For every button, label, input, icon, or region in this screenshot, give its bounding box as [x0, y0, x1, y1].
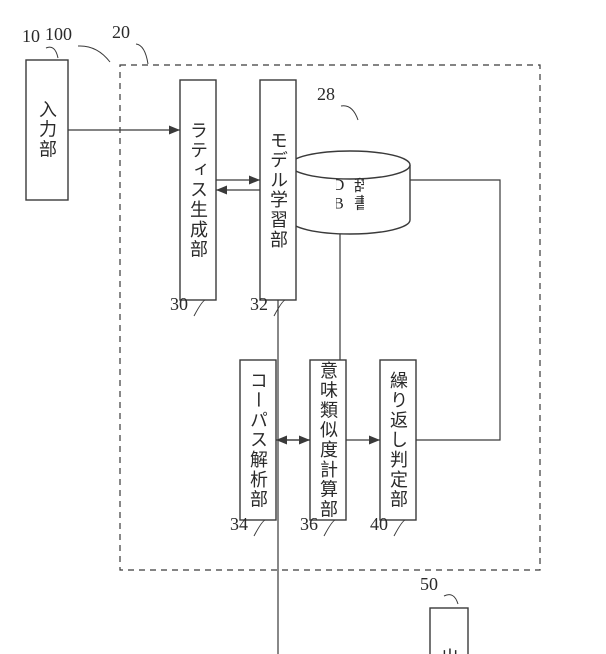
dictionary-db-leader	[341, 106, 358, 120]
frame-refnum: 20	[112, 22, 130, 42]
lattice-refnum: 30	[170, 294, 188, 314]
dictionary-db-refnum: 28	[317, 84, 335, 104]
system-refnum: 100	[45, 24, 72, 44]
input-leader	[46, 47, 58, 58]
lattice-label: ラティス生成部	[180, 80, 216, 300]
model-refnum: 32	[250, 294, 268, 314]
sim-leader	[324, 520, 336, 536]
sim-box: 意味類似度計算部	[310, 360, 346, 520]
output-leader	[444, 595, 458, 604]
output-label: 出力部	[430, 608, 468, 654]
repeat-label: 繰り返し判定部	[380, 360, 416, 520]
sim-label: 意味類似度計算部	[310, 360, 346, 520]
sim-refnum: 36	[300, 514, 318, 534]
frame-leader	[136, 44, 148, 64]
output-box: 出力部	[430, 608, 468, 654]
lattice-box: ラティス生成部	[180, 80, 216, 300]
input-refnum: 10	[22, 26, 40, 46]
corpus-leader	[254, 520, 266, 536]
corpus-refnum: 34	[230, 514, 248, 534]
dictionary-db-label: 辞書DB	[336, 177, 364, 228]
model-leader	[274, 300, 286, 316]
lattice-leader	[194, 300, 206, 316]
output-refnum: 50	[420, 574, 438, 594]
repeat-leader	[394, 520, 406, 536]
repeat-box: 繰り返し判定部	[380, 360, 416, 520]
dictionary-db-top	[290, 151, 410, 179]
system-leader	[78, 46, 110, 62]
input-label: 入力部	[26, 60, 68, 200]
model-label: モデル学習部	[260, 80, 296, 300]
input-box: 入力部	[26, 60, 68, 200]
corpus-box: コーパス解析部	[240, 360, 276, 520]
corpus-label: コーパス解析部	[240, 360, 276, 520]
model-box: モデル学習部	[260, 80, 296, 300]
repeat-refnum: 40	[370, 514, 388, 534]
